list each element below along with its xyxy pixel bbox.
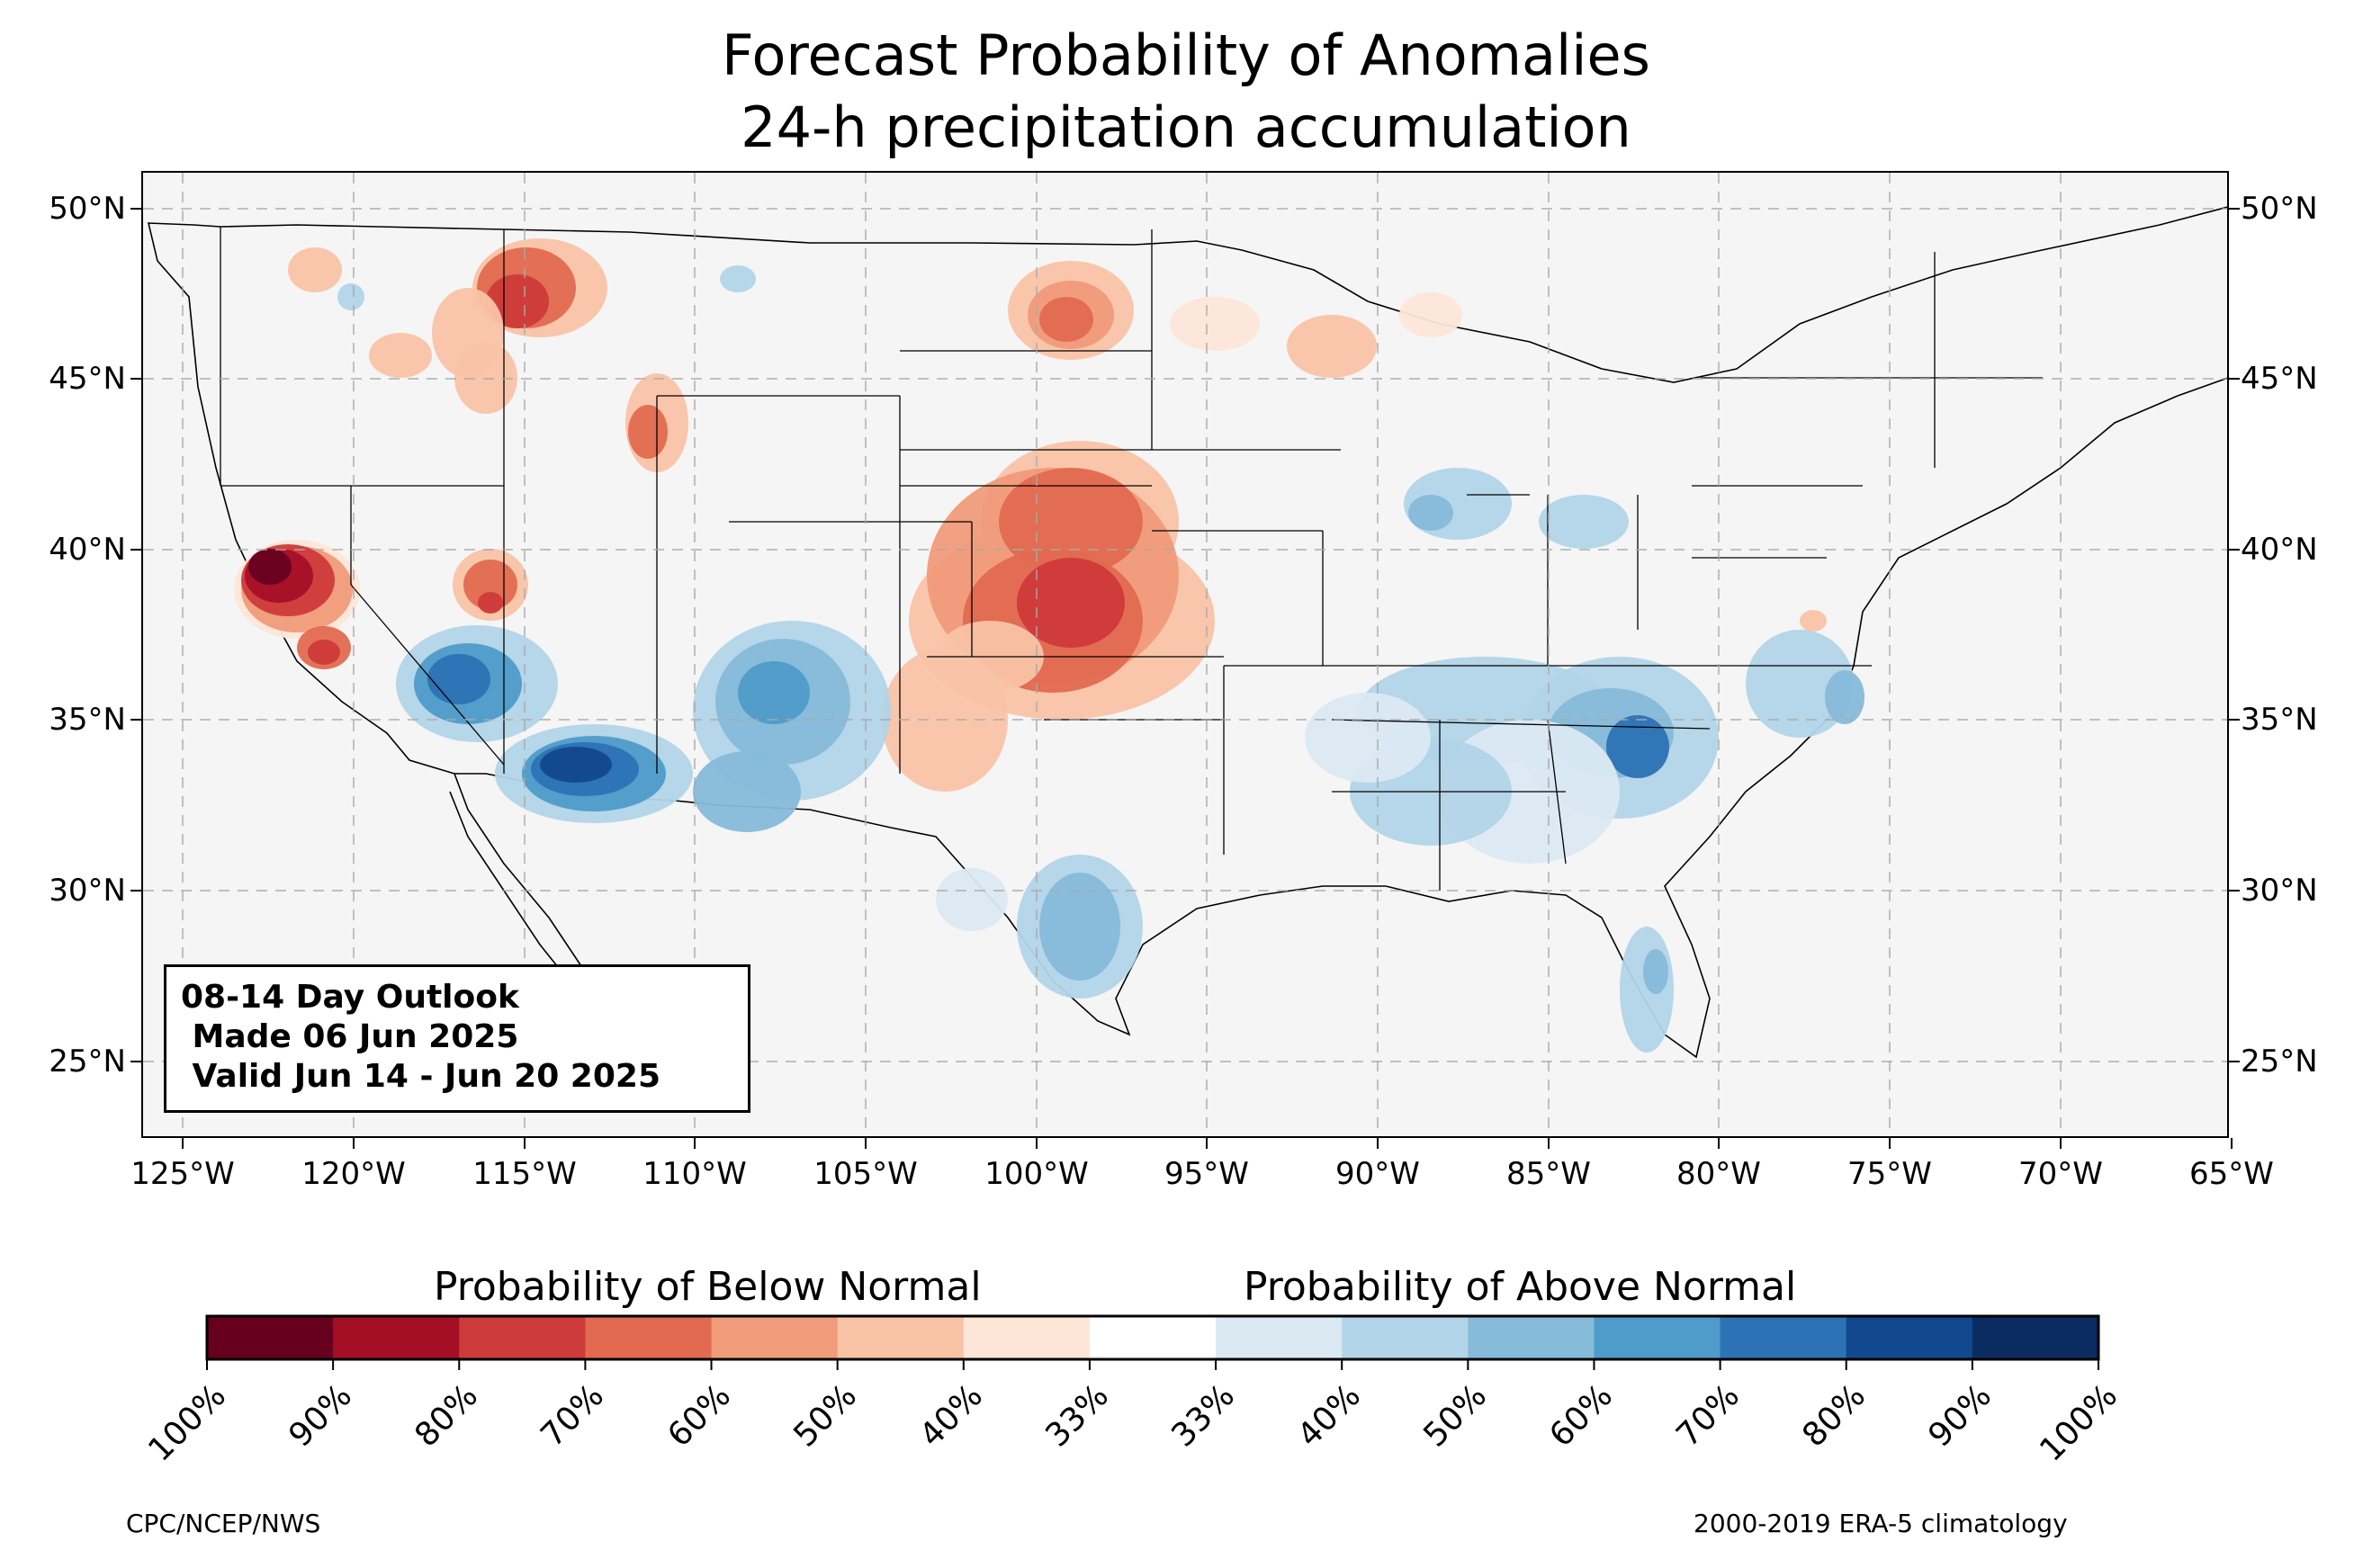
anomaly-contour [720,265,756,292]
anomaly-contour [1800,610,1827,632]
anomaly-contour [1746,630,1854,738]
lat-label-right: 50°N [2241,191,2318,227]
outlook-period: 08-14 Day Outlook [181,979,519,1016]
anomaly-contour [1643,949,1668,994]
state-borders [220,227,2043,891]
anomaly-contour [486,274,549,328]
colorbar-outline [205,1314,2100,1361]
colorbar-segment [837,1316,965,1359]
lon-label: 80°W [1676,1156,1761,1192]
colorbar-segment [1594,1316,1721,1359]
lon-label: 65°W [2189,1156,2274,1192]
lon-label: 100°W [984,1156,1089,1192]
footer-source: CPC/NCEP/NWS [126,1509,321,1538]
anomaly-contour [540,747,612,783]
lon-label: 75°W [1847,1156,1932,1192]
anomaly-contour [1305,693,1431,783]
colorbar-segment [459,1316,586,1359]
lon-label: 70°W [2018,1156,2103,1192]
lat-label-left: 30°N [49,873,126,909]
lon-label: 85°W [1506,1156,1591,1192]
anomaly-contour [308,640,340,665]
anomaly-contour [1287,315,1377,378]
lon-label: 110°W [642,1156,747,1192]
outlook-info-box: 08-14 Day Outlook Made 06 Jun 2025 Valid… [164,964,750,1113]
footer-climatology: 2000-2019 ERA-5 climatology [1694,1509,2068,1538]
lat-label-left: 50°N [49,191,126,227]
colorbar-segment [1468,1316,1595,1359]
colorbar-segment [1846,1316,1973,1359]
anomaly-contour [693,751,801,832]
lat-label-right: 25°N [2241,1044,2318,1080]
anomaly-contour [738,661,810,724]
state-border [1331,719,1711,730]
lon-label: 115°W [472,1156,577,1192]
map-canvas [143,173,2227,1136]
lat-label-left: 35°N [49,702,126,738]
title-line-1: Forecast Probability of Anomalies [722,22,1650,88]
axis-ticks [130,208,2240,1149]
colorbar [205,1314,2100,1370]
colorbar-above-label: Probability of Above Normal [1244,1264,1797,1310]
colorbar-segment [333,1316,460,1359]
outlook-made-date: Made 06 Jun 2025 [181,1018,519,1055]
anomaly-contour [1170,297,1260,351]
lat-label-left: 40°N [49,532,126,568]
title-line-2: 24-h precipitation accumulation [741,94,1631,160]
anomaly-contour [369,333,432,378]
anomaly-contour [1620,927,1674,1053]
state-border [1547,719,1567,865]
state-border [350,584,505,766]
anomaly-contour [1539,495,1629,549]
anomaly-contour [427,654,490,704]
anomaly-contour [936,868,1008,931]
lon-label: 90°W [1335,1156,1420,1192]
anomaly-contour [1399,292,1462,337]
colorbar-segment [1089,1316,1217,1359]
colorbar-segment [963,1316,1091,1359]
anomaly-contour [1039,873,1120,981]
lat-label-left: 25°N [49,1044,126,1080]
colorbar-segment [711,1316,839,1359]
anomaly-contour [248,549,292,585]
lon-label: 95°W [1164,1156,1249,1192]
anomaly-contour [478,592,503,614]
colorbar-segment [207,1316,334,1359]
colorbar-segment [1216,1316,1343,1359]
anomaly-contour [1408,495,1453,531]
colorbar-segment [585,1316,713,1359]
anomaly-contour [1039,297,1093,342]
anomaly-contour [337,283,364,310]
colorbar-segment [1972,1316,2099,1359]
anomaly-contour [288,247,342,292]
lat-label-left: 45°N [49,361,126,397]
colorbar-segment [1720,1316,1847,1359]
colorbar-segment [1342,1316,1469,1359]
lat-label-right: 35°N [2241,702,2318,738]
anomaly-contour [1606,715,1669,778]
anomaly-contour [628,405,668,459]
lat-label-right: 40°N [2241,532,2318,568]
anomaly-contour [1825,670,1864,724]
anomaly-contour [1017,558,1125,648]
lon-label: 125°W [130,1156,235,1192]
lat-label-right: 30°N [2241,873,2318,909]
outlook-valid-range: Valid Jun 14 - Jun 20 2025 [181,1058,661,1095]
lon-label: 120°W [301,1156,406,1192]
lon-label: 105°W [813,1156,918,1192]
lat-label-right: 45°N [2241,361,2318,397]
colorbar-below-label: Probability of Below Normal [434,1264,982,1310]
